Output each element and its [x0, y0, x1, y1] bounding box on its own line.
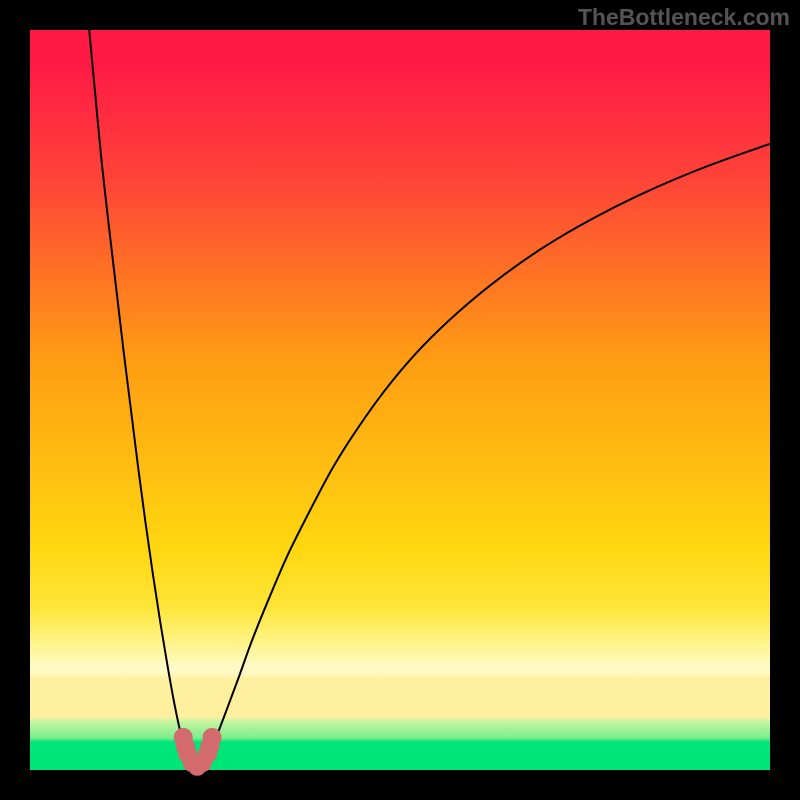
bottleneck-chart [0, 0, 800, 800]
watermark-label: TheBottleneck.com [578, 4, 790, 31]
marker-dot [200, 737, 219, 756]
chart-background [30, 30, 770, 770]
chart-container: TheBottleneck.com [0, 0, 800, 800]
marker-dot [176, 737, 195, 756]
marker-dot [188, 755, 207, 774]
